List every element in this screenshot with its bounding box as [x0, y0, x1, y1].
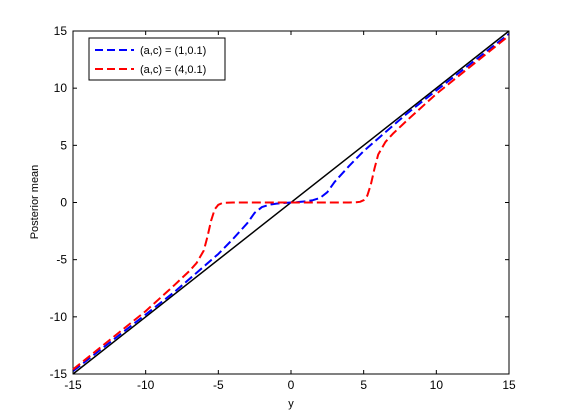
y-axis-title: Posterior mean [29, 165, 41, 240]
series-line-2 [72, 34, 510, 371]
x-tick-label: 15 [502, 378, 516, 392]
x-tick-label: -10 [137, 378, 155, 392]
y-tick-label: -10 [50, 310, 68, 324]
x-tick-label: -15 [64, 378, 82, 392]
legend-label-1: (a,c) = (1,0.1) [140, 45, 206, 57]
tick-layer: -15 -10 -5 0 5 10 15 -15 -10 -5 0 5 10 15 [50, 24, 516, 392]
x-tick-label: 10 [430, 378, 444, 392]
y-tick-label: -15 [50, 367, 68, 381]
x-tick-label: 5 [360, 378, 367, 392]
y-tick-label: 0 [60, 196, 67, 210]
legend: (a,c) = (1,0.1) (a,c) = (4,0.1) [88, 37, 226, 81]
y-tick-label: 15 [54, 24, 68, 38]
legend-box [88, 37, 226, 81]
x-axis-title: y [288, 398, 294, 410]
y-tick-label: 5 [60, 138, 67, 152]
series-layer [72, 30, 510, 375]
legend-label-2: (a,c) = (4,0.1) [140, 64, 206, 76]
y-tick-label: -5 [56, 253, 67, 267]
y-tick-label: 10 [54, 81, 68, 95]
x-tick-label: 0 [288, 378, 295, 392]
x-tick-label: -5 [213, 378, 224, 392]
